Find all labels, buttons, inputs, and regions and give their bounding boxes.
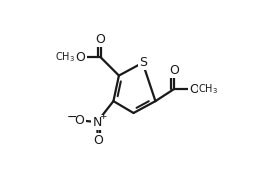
Text: O: O	[76, 51, 86, 64]
Text: −: −	[67, 111, 78, 123]
Text: O: O	[169, 65, 179, 77]
Text: CH$_3$: CH$_3$	[198, 82, 219, 96]
Text: CH$_3$: CH$_3$	[55, 50, 75, 64]
Text: S: S	[139, 56, 147, 69]
Text: +: +	[99, 112, 106, 121]
Text: O: O	[189, 83, 199, 96]
Text: O: O	[75, 114, 85, 127]
Text: N: N	[92, 116, 102, 129]
Text: O: O	[96, 33, 106, 46]
Text: O: O	[93, 134, 103, 147]
